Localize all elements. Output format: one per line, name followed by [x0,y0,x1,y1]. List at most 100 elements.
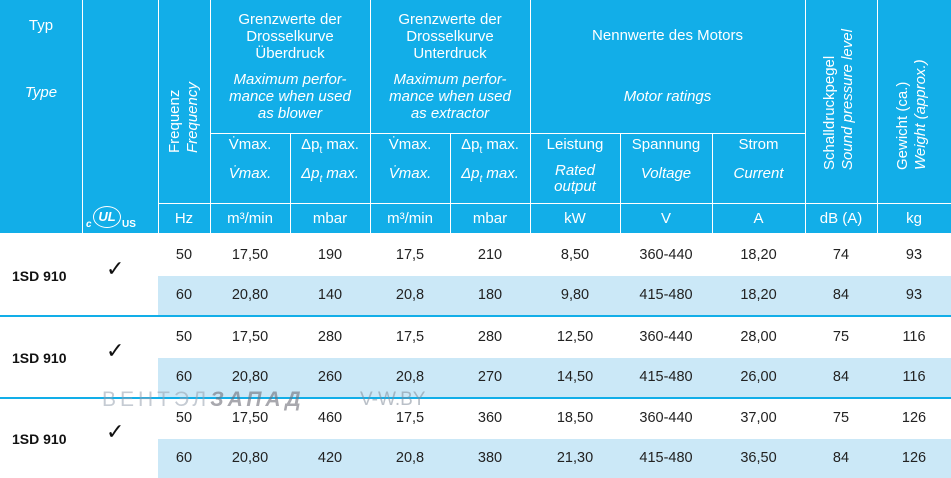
motor-en-title: Motor ratings [623,88,712,105]
cell-weight: 93 [905,247,923,263]
unit-pressure-blower: mbar [312,210,348,227]
cell-power: 21,30 [556,450,594,466]
cell-sound-level: 75 [832,410,850,426]
table-row: 60 20,80 260 20,8 270 14,50 415-480 26,00 84 116 [158,358,951,397]
cell-voltage: 360-440 [639,329,693,345]
sound-en-label: Sound pressure level [839,29,856,170]
cell-voltage: 415-480 [639,287,693,303]
unit-power: kW [564,210,586,227]
group-separator [0,315,951,317]
vmax-label-blower: V̇max. [228,136,272,153]
cell-current: 37,00 [740,410,777,426]
cell-airflow-extractor: 17,5 [395,247,425,263]
cell-frequency: 50 [175,410,193,426]
vmax-en-blower: V̇max. [228,165,272,182]
cell-current: 18,20 [740,287,777,303]
cell-power: 14,50 [556,369,594,385]
unit-voltage: V [660,210,671,227]
cell-pressure-blower: 280 [317,329,343,345]
strom-label: Strom [738,136,779,153]
cell-frequency: 60 [175,287,193,303]
type-cell: 1SD 910 [12,431,67,447]
unit-airflow-blower: m³/min [227,210,273,227]
rated-output-label: Rated output [554,162,596,195]
typ-label: Typ [28,17,54,34]
cell-pressure-extractor: 360 [477,410,503,426]
table-header: Typ Type Frequenz Frequency Grenzwerte d… [0,0,951,233]
unit-current: A [753,210,764,227]
blower-de-title: Grenzwerte der Drosselkurve Überdruck [238,11,342,62]
cell-voltage: 415-480 [639,450,693,466]
dp-en-blower: Δpt max. [301,165,359,185]
checkmark-icon: ✓ [106,419,125,444]
cell-pressure-extractor: 380 [477,450,503,466]
cell-pressure-blower: 140 [317,287,343,303]
cell-pressure-extractor: 270 [477,369,503,385]
cell-voltage: 415-480 [639,369,693,385]
cell-current: 26,00 [740,369,777,385]
cell-airflow-blower: 17,50 [231,329,269,345]
dp-label-extractor: Δpt max. [461,136,519,156]
cell-current: 18,20 [740,247,777,263]
cell-frequency: 50 [175,329,193,345]
cell-power: 12,50 [556,329,594,345]
spannung-label: Spannung [631,136,701,153]
cell-airflow-extractor: 17,5 [395,410,425,426]
blower-en-title: Maximum perfor-mance when used as blower [229,71,351,122]
frequency-en-label: Frequency [184,82,201,153]
cell-power: 9,80 [560,287,590,303]
cell-weight: 116 [902,329,926,345]
leistung-label: Leistung [546,136,604,153]
cell-sound-level: 84 [832,369,850,385]
cell-current: 28,00 [740,329,777,345]
cell-power: 18,50 [556,410,594,426]
watermark-site: V-W.BY [360,389,426,410]
watermark-brand: ВЕНТЭЛЗАПАД [102,388,305,411]
cell-airflow-extractor: 20,8 [395,369,425,385]
cell-voltage: 360-440 [639,247,693,263]
weight-en-label: Weight (approx.) [912,59,929,170]
cell-sound-level: 75 [832,329,850,345]
table-row: 50 17,50 460 17,5 360 18,50 360-440 37,00 75 126 [158,399,951,438]
cell-sound-level: 84 [832,450,850,466]
group-separator [0,397,951,399]
cell-power: 8,50 [560,247,590,263]
weight-de-label: Gewicht (ca.) [894,81,911,170]
unit-sound: dB (A) [819,210,863,227]
type-label: Type [24,84,58,101]
cell-weight: 126 [901,450,927,466]
cell-pressure-blower: 420 [317,450,343,466]
cell-sound-level: 84 [832,287,850,303]
table-row: 50 17,50 190 17,5 210 8,50 360-440 18,20 74 93 [158,236,951,275]
cell-weight: 93 [905,287,923,303]
table-row: 50 17,50 280 17,5 280 12,50 360-440 28,00 75 116 [158,318,951,357]
dp-label-blower: Δpt max. [301,136,359,156]
cell-airflow-blower: 17,50 [231,247,269,263]
cell-voltage: 360-440 [639,410,693,426]
cell-pressure-extractor: 280 [477,329,503,345]
cell-current: 36,50 [740,450,777,466]
voltage-label: Voltage [640,165,692,182]
frequency-de-label: Frequenz [166,89,183,153]
cell-weight: 126 [901,410,927,426]
cell-airflow-blower: 20,80 [231,287,269,303]
unit-weight: kg [906,210,922,227]
cell-pressure-blower: 260 [317,369,343,385]
vmax-label-extractor: V̇max. [388,136,432,153]
cell-pressure-extractor: 210 [477,247,503,263]
cell-frequency: 60 [175,450,193,466]
motor-de-title: Nennwerte des Motors [592,27,743,44]
vmax-en-extractor: V̇max. [388,165,432,182]
cell-airflow-blower: 20,80 [231,369,269,385]
cell-weight: 116 [902,369,926,385]
cell-airflow-blower: 17,50 [231,410,269,426]
cell-airflow-extractor: 17,5 [395,329,425,345]
current-label: Current [733,165,784,182]
unit-hz: Hz [174,210,194,227]
cell-pressure-extractor: 180 [477,287,503,303]
table-row: 60 20,80 140 20,8 180 9,80 415-480 18,20 84 93 [158,276,951,315]
checkmark-icon: ✓ [106,256,125,281]
cell-airflow-extractor: 20,8 [395,450,425,466]
type-cell: 1SD 910 [12,268,67,284]
cell-frequency: 50 [175,247,193,263]
